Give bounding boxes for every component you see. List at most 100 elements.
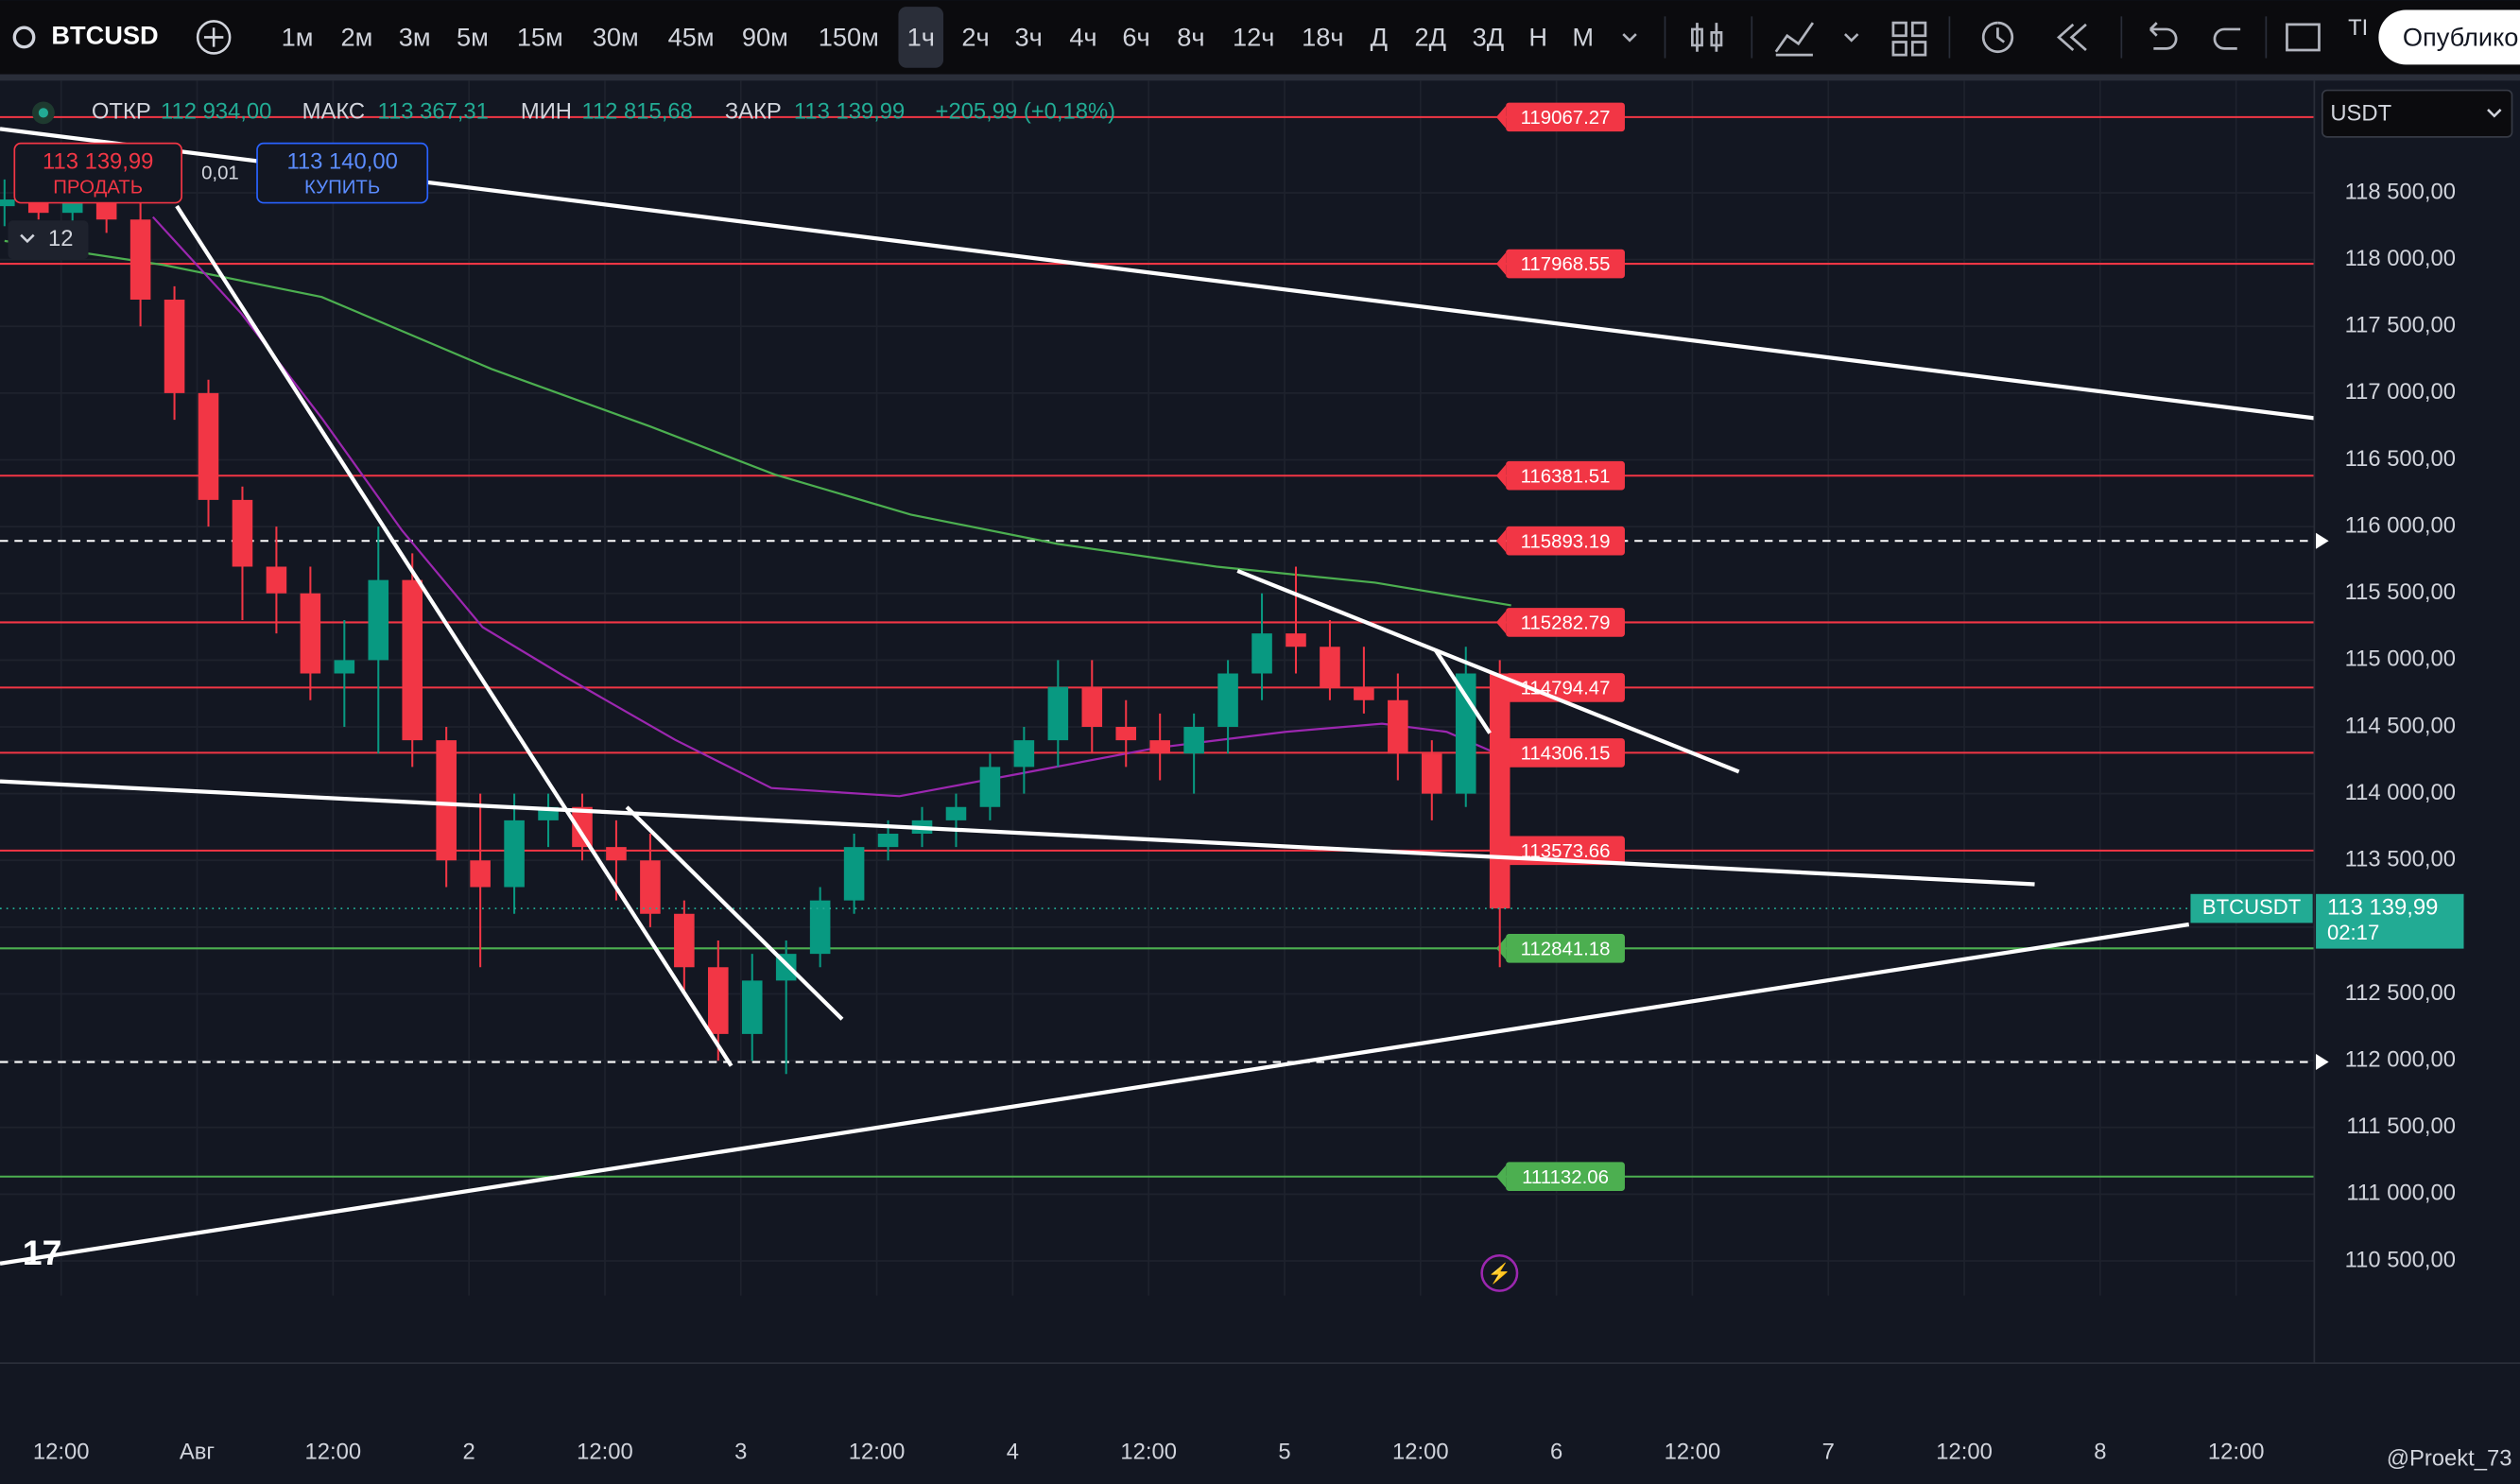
interval[interactable]: 3ч [1015, 22, 1043, 51]
publish-button[interactable] [2378, 9, 2520, 65]
x-tick-label: 12:00 [1120, 1440, 1177, 1465]
y-tick-label: 111 500,00 [2346, 1113, 2456, 1139]
interval[interactable]: 12ч [1233, 22, 1274, 51]
interval[interactable]: 15м [517, 22, 563, 51]
toolbar-cut-text: TI [2348, 15, 2368, 41]
x-tick-label: 12:00 [2208, 1440, 2265, 1465]
x-tick-label: 12:00 [1392, 1440, 1449, 1465]
level-tag-pointer [1495, 937, 1507, 960]
countdown: 02:17 [2327, 921, 2379, 944]
interval[interactable]: 150м [819, 22, 879, 51]
interval[interactable]: 30м [593, 22, 639, 51]
currency-caret [2487, 109, 2502, 118]
toolbar-icon[interactable] [2149, 22, 2178, 50]
legend-label: ЗАКР [725, 99, 782, 125]
quantity[interactable]: 0,01 [201, 163, 239, 183]
level-label: 117968.55 [1521, 254, 1611, 275]
level-label: 113573.66 [1521, 841, 1611, 862]
candle-body [198, 392, 219, 500]
add-symbol[interactable] [196, 20, 232, 55]
y-tick-label: 110 500,00 [2345, 1247, 2456, 1272]
watermark: @Proekt_73 [2387, 1445, 2512, 1471]
interval[interactable]: 3Д [1473, 22, 1505, 51]
interval[interactable]: 2Д [1414, 22, 1446, 51]
y-tick-label: 115 000,00 [2345, 647, 2456, 672]
event-icon[interactable] [1480, 1253, 1519, 1292]
level-label: 114306.15 [1521, 743, 1611, 764]
interval[interactable]: 1ч [907, 22, 935, 51]
candle-body [1183, 727, 1204, 754]
trendline [0, 779, 2035, 887]
interval[interactable]: 2м [341, 22, 373, 51]
candle-body [402, 579, 423, 741]
candle-body [945, 806, 967, 820]
y-tick-label: 115 500,00 [2345, 579, 2456, 605]
toolbar-icon[interactable] [1774, 22, 1815, 57]
volume-pane [0, 1295, 2315, 1364]
toolbar-icon[interactable] [2286, 23, 2321, 52]
trendline [625, 805, 844, 1021]
symbol[interactable]: BTCUSD [51, 21, 158, 50]
y-tick-label: 112 500,00 [2345, 980, 2456, 1006]
trendline [0, 922, 2190, 1266]
candle-body [504, 820, 525, 888]
symbol-tag [2190, 893, 2313, 923]
event-icon-glyph: ⚡ [1488, 1262, 1511, 1286]
interval[interactable]: 18ч [1302, 22, 1343, 51]
toolbar-icon[interactable] [1891, 21, 1927, 57]
interval[interactable]: 8ч [1177, 22, 1204, 51]
dropdown-caret [1622, 33, 1859, 43]
x-tick-label: 8 [2094, 1440, 2106, 1465]
x-tick-label: 5 [1278, 1440, 1290, 1465]
status-dot-inner [38, 108, 49, 118]
legend-label: ОТКР [92, 99, 151, 125]
legend-value: 113 367,31 [378, 99, 489, 125]
moving-average [4, 239, 1511, 607]
x-tick-label: 6 [1550, 1440, 1562, 1465]
interval[interactable]: 4ч [1069, 22, 1096, 51]
currency-select[interactable] [2322, 89, 2513, 138]
x-tick-label: 12:00 [849, 1440, 906, 1465]
candle-body [470, 860, 491, 888]
level-tag [1506, 673, 1625, 702]
buy-button[interactable] [256, 142, 429, 204]
interval[interactable]: Н [1528, 22, 1547, 51]
sell-button[interactable] [13, 142, 182, 204]
svg-text:17: 17 [23, 1233, 62, 1272]
toolbar-icon[interactable] [1981, 21, 2014, 54]
candle-body [436, 740, 457, 861]
x-tick-label: 12:00 [305, 1440, 362, 1465]
interval[interactable]: М [1572, 22, 1594, 51]
interval[interactable]: 90м [742, 22, 788, 51]
x-tick-label: 12:00 [33, 1440, 90, 1465]
candle-body [1149, 740, 1170, 754]
interval[interactable]: 45м [668, 22, 715, 51]
moving-average [151, 216, 1503, 798]
candle-body [1217, 673, 1238, 728]
toolbar-icon[interactable] [2056, 23, 2087, 52]
interval[interactable]: 5м [457, 22, 489, 51]
y-tick-label: 117 000,00 [2345, 379, 2456, 405]
toolbar-icon[interactable] [2213, 27, 2241, 50]
toolbar-icon[interactable] [1691, 23, 1723, 52]
interval[interactable]: Д [1371, 22, 1388, 51]
level-tag-pointer [1495, 464, 1507, 488]
legend-label: МИН [521, 99, 572, 125]
buy-price: 113 140,00 [286, 148, 397, 174]
x-tick-label: Авг [180, 1440, 215, 1465]
y-tick-label: 111 000,00 [2346, 1181, 2456, 1206]
symbol-tag-label: BTCUSDT [2202, 895, 2301, 919]
level-tag [1506, 1162, 1625, 1192]
interval[interactable]: 6ч [1122, 22, 1149, 51]
interval[interactable]: 3м [399, 22, 431, 51]
legend-change: +205,99 (+0,18%) [936, 99, 1116, 125]
legend-value: 112 815,68 [581, 99, 692, 125]
level-tag [1506, 738, 1625, 768]
layers-toggle[interactable] [8, 220, 89, 260]
level-label: 115893.19 [1521, 531, 1611, 552]
interval[interactable]: 2ч [961, 22, 989, 51]
interval[interactable]: 1м [282, 22, 314, 51]
legend-label: МАКС [302, 99, 365, 125]
x-tick-label: 12:00 [1936, 1440, 1993, 1465]
legend-value: 112 934,00 [161, 99, 271, 125]
